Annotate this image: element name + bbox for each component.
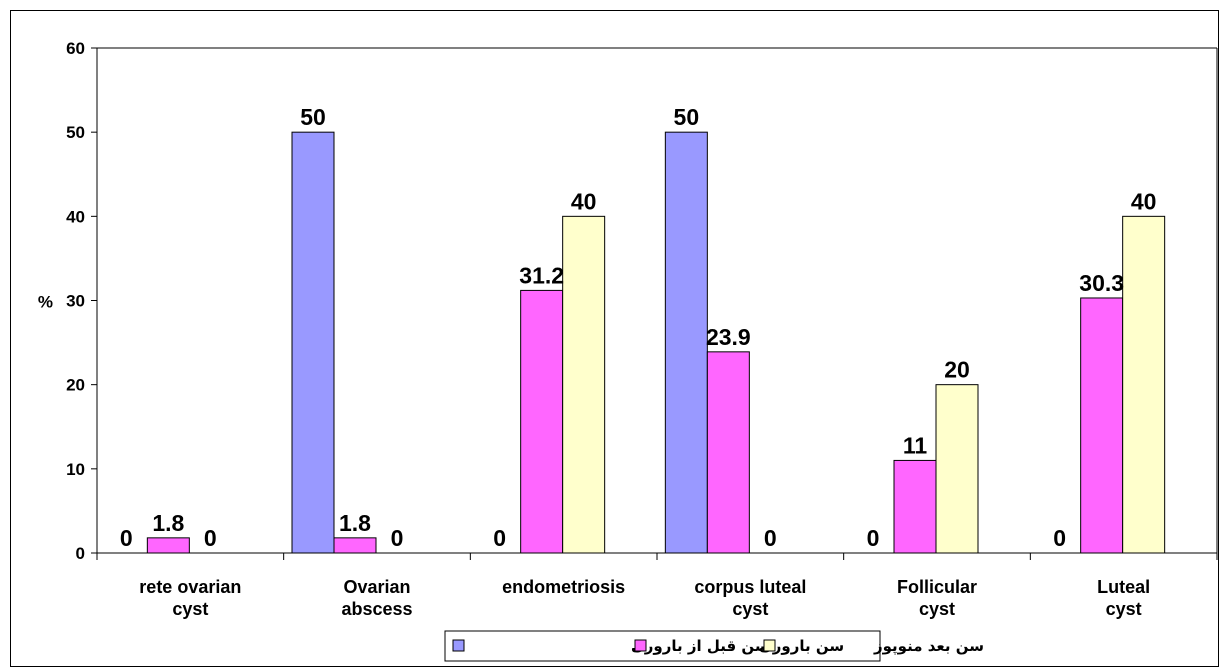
data-label: 0 — [867, 525, 880, 551]
legend-box — [444, 630, 881, 662]
chart-frame — [10, 10, 1219, 667]
x-category-label: abscess — [341, 599, 412, 619]
y-tick-label: 0 — [76, 544, 85, 563]
legend-label: سن بعد منوپوز — [873, 637, 984, 656]
x-category-label: endometriosis — [502, 577, 625, 597]
data-label: 1.8 — [152, 510, 184, 536]
data-label: 50 — [300, 104, 326, 130]
x-category-label: rete ovarian — [139, 577, 241, 597]
data-label: 0 — [391, 525, 404, 551]
x-category-label: corpus luteal — [694, 577, 806, 597]
y-tick-label: 60 — [66, 39, 85, 58]
legend-label: سن قبل از باروری — [631, 637, 770, 655]
data-label: 11 — [903, 432, 928, 458]
bar — [1080, 297, 1124, 554]
legend-swatch — [763, 639, 776, 652]
data-label: 50 — [674, 104, 700, 130]
data-label: 40 — [571, 188, 597, 214]
data-label: 31.2 — [519, 262, 564, 288]
data-label: 40 — [1131, 188, 1157, 214]
y-tick-label: 10 — [66, 460, 85, 479]
legend-swatch — [634, 639, 647, 652]
data-label: 0 — [120, 525, 133, 551]
data-label: 0 — [1053, 525, 1066, 551]
data-label: 23.9 — [706, 324, 751, 350]
x-category-label: cyst — [172, 599, 208, 619]
bar — [706, 351, 750, 554]
legend-label: سن باروری — [759, 637, 844, 655]
x-category-label: Luteal — [1097, 577, 1150, 597]
bar — [291, 131, 335, 554]
y-tick-label: 40 — [66, 207, 85, 226]
data-label: 20 — [944, 357, 970, 383]
bar — [664, 131, 708, 554]
x-category-label: Follicular — [897, 577, 977, 597]
bar — [935, 384, 979, 554]
y-axis-label: % — [38, 293, 53, 312]
x-category-label: cyst — [919, 599, 955, 619]
bar — [562, 215, 606, 554]
legend-swatch — [452, 639, 465, 652]
y-tick-label: 50 — [66, 123, 85, 142]
x-category-label: Ovarian — [343, 577, 410, 597]
x-category-label: cyst — [732, 599, 768, 619]
bar — [333, 537, 377, 554]
data-label: 30.3 — [1079, 270, 1124, 296]
data-labels: 0 50 0 50 0 0 1.8 1.8 31.2 23.9 11 30.3 0 0 40 0 20 40 — [120, 104, 1157, 551]
bar — [1122, 215, 1166, 554]
x-category-label: cyst — [1106, 599, 1142, 619]
bar — [520, 289, 564, 554]
bars — [146, 131, 1166, 554]
y-tick-label: 20 — [66, 376, 85, 395]
data-label: 0 — [493, 525, 506, 551]
data-label: 1.8 — [339, 510, 371, 536]
bar — [893, 459, 937, 554]
y-tick-label: 30 — [66, 292, 85, 311]
bar — [146, 537, 190, 554]
data-label: 0 — [764, 525, 777, 551]
data-label: 0 — [204, 525, 217, 551]
